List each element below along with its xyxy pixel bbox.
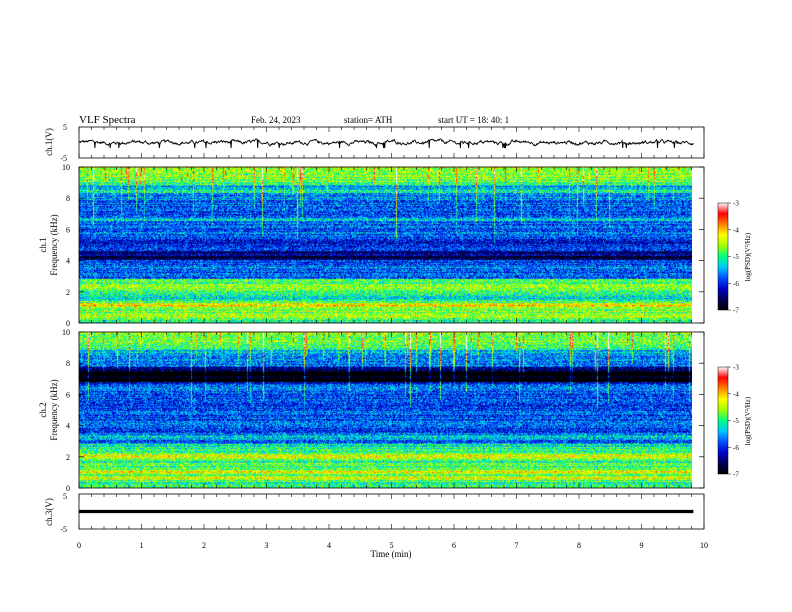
time-tick-label: 2	[202, 541, 206, 550]
freq-tick-label: 8	[66, 359, 70, 368]
freq-tick-label: 10	[62, 328, 70, 337]
time-tick-label: 0	[77, 541, 81, 550]
time-tick-label: 3	[265, 541, 269, 550]
freq-tick-label: 8	[66, 194, 70, 203]
ch3-voltage-ylabel: ch.3(V)	[44, 498, 54, 526]
ch1-colorbar-ticks: -3 -4 -5 -6 -7	[728, 200, 739, 315]
colorbar-tick-label: -5	[733, 417, 739, 425]
header-start-time: start UT = 18: 40: 1	[438, 115, 509, 125]
ch1-spectrogram-image	[79, 167, 692, 323]
time-tick-label: 9	[640, 541, 644, 550]
ch1-colorbar-label: log(PSD)(V²/Hz)	[744, 232, 752, 281]
colorbar-tick-label: -3	[733, 200, 739, 208]
time-axis-label: Time (min)	[371, 549, 412, 559]
colorbar-tick-label: -4	[733, 226, 739, 234]
colorbar-tick-label: -7	[733, 307, 739, 315]
ch2-colorbar-ticks: -3 -4 -5 -6 -7	[728, 364, 739, 479]
colorbar-tick-label: -4	[733, 390, 739, 398]
ch2-spectrogram-image	[79, 332, 692, 488]
ch1-ytick-top: 5	[63, 123, 67, 132]
ch1-frequency-ticks: 0 2 4 6 8 10	[62, 163, 704, 328]
freq-tick-label: 4	[66, 257, 70, 266]
ch1-voltage-trace	[78, 138, 694, 149]
freq-tick-label: 6	[66, 225, 70, 234]
ch2-colorbar: -3 -4 -5 -6 -7 log(PSD)(V²/Hz)	[717, 364, 752, 479]
time-tick-label: 8	[577, 541, 581, 550]
time-axis-ticks: 0 1 2 3 4 5 6 7 8 9 10	[77, 127, 708, 550]
ch1-frequency-ylabel: Frequency (kHz)	[49, 214, 59, 275]
freq-tick-label: 2	[66, 453, 70, 462]
freq-tick-label: 2	[66, 288, 70, 297]
ch2-colorbar-label: log(PSD)(V²/Hz)	[744, 396, 752, 445]
colorbar-tick-label: -5	[733, 253, 739, 261]
ch1-voltage-panel: 5 -5 ch.1(V)	[44, 123, 705, 163]
time-tick-label: 1	[140, 541, 144, 550]
ch2-frequency-ticks: 0 2 4 6 8 10	[62, 328, 704, 493]
freq-tick-label: 10	[62, 163, 70, 172]
freq-tick-label: 6	[66, 390, 70, 399]
time-tick-label: 5	[390, 541, 394, 550]
ch3-ytick-top: 5	[63, 492, 67, 501]
ch1-colorbar: -3 -4 -5 -6 -7 log(PSD)(V²/Hz)	[717, 200, 752, 315]
ch1-channel-label: ch.1	[38, 237, 48, 252]
colorbar-tick-label: -6	[733, 444, 739, 452]
ch2-channel-label: ch.2	[38, 402, 48, 417]
freq-tick-label: 4	[66, 422, 70, 431]
freq-tick-label: 0	[66, 319, 70, 328]
time-tick-label: 4	[327, 541, 331, 550]
ch1-ytick-bottom: -5	[60, 154, 67, 163]
colorbar-tick-label: -6	[733, 280, 739, 288]
ch2-colorbar-gradient	[717, 366, 729, 475]
ch1-spectrogram-panel: 0 2 4 6 8 10 ch.1 Frequency (kHz) -3 -4 -5 -6 -7 …	[38, 163, 752, 328]
freq-tick-label: 0	[66, 484, 70, 493]
ch1-voltage-ylabel: ch.1(V)	[44, 128, 54, 156]
ch2-spectrogram-panel: 0 2 4 6 8 10 ch.2 Frequency (kHz) -3 -4 -5 -6 -7 …	[38, 328, 752, 493]
header-date: Feb. 24, 2023	[251, 115, 301, 125]
colorbar-tick-label: -3	[733, 364, 739, 372]
colorbar-tick-label: -7	[733, 471, 739, 479]
ch1-colorbar-gradient	[717, 202, 729, 311]
header-station: station= ATH	[344, 115, 393, 125]
ch3-ytick-bottom: -5	[60, 525, 67, 534]
time-tick-label: 10	[700, 541, 708, 550]
ch2-frequency-ylabel: Frequency (kHz)	[49, 379, 59, 440]
figure-title: VLF Spectra	[79, 114, 136, 126]
time-tick-label: 6	[452, 541, 456, 550]
ch3-voltage-panel: 5 -5 ch.3(V) 0 1 2 3 4 5 6 7 8 9 10 Time (min)	[44, 127, 708, 559]
time-tick-label: 7	[515, 541, 519, 550]
